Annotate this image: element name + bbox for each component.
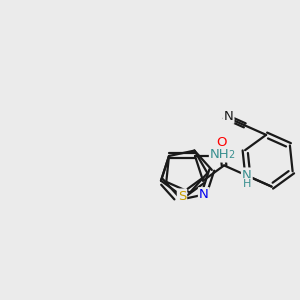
Text: H: H (243, 179, 251, 189)
Text: S: S (178, 190, 186, 202)
Text: 2: 2 (229, 150, 235, 160)
Text: NH: NH (210, 148, 230, 161)
Text: N: N (199, 188, 209, 201)
Text: N: N (242, 169, 252, 182)
Text: N: N (224, 110, 233, 123)
Text: O: O (216, 136, 227, 149)
